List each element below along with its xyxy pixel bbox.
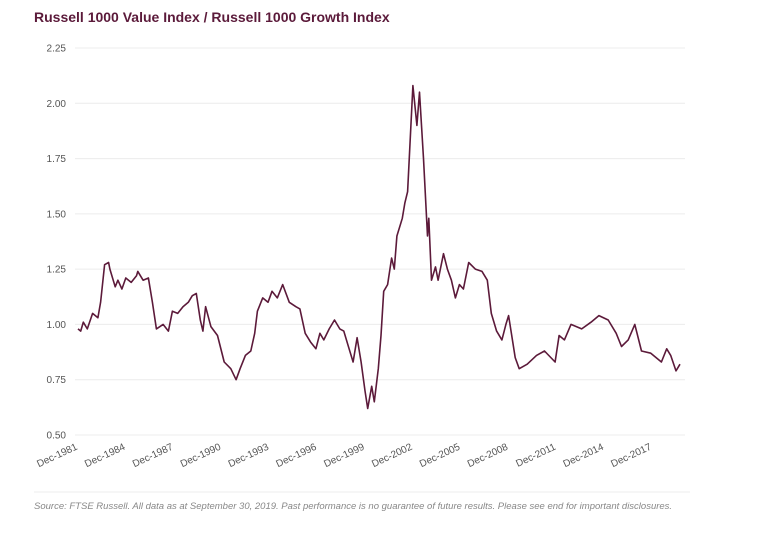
x-tick-label: Dec-1987 xyxy=(131,442,175,470)
x-tick-label: Dec-1993 xyxy=(227,442,271,470)
chart-title: Russell 1000 Value Index / Russell 1000 … xyxy=(34,9,390,25)
x-tick-label: Dec-1996 xyxy=(275,442,319,470)
y-tick-label: 0.50 xyxy=(47,431,67,442)
y-tick-label: 1.75 xyxy=(47,154,67,165)
x-tick-label: Dec-1999 xyxy=(322,442,366,470)
x-tick-label: Dec-1990 xyxy=(179,442,223,470)
y-tick-label: 1.00 xyxy=(47,320,67,331)
x-tick-label: Dec-2002 xyxy=(370,442,414,470)
x-tick-label: Dec-2005 xyxy=(418,442,462,470)
x-tick-label: Dec-1984 xyxy=(83,442,127,470)
y-tick-label: 0.75 xyxy=(47,375,67,386)
x-tick-label: Dec-2008 xyxy=(466,442,510,470)
x-tick-label: Dec-1981 xyxy=(35,442,79,470)
x-tick-label: Dec-2017 xyxy=(609,442,653,470)
y-tick-label: 1.25 xyxy=(47,265,67,276)
source-note: Source: FTSE Russell. All data as at Sep… xyxy=(34,501,672,512)
x-tick-label: Dec-2011 xyxy=(514,442,558,470)
x-tick-label: Dec-2014 xyxy=(562,442,606,470)
data-line xyxy=(77,84,681,410)
y-tick-label: 1.50 xyxy=(47,209,67,220)
y-tick-label: 2.00 xyxy=(47,99,67,110)
y-tick-label: 2.25 xyxy=(47,44,67,55)
